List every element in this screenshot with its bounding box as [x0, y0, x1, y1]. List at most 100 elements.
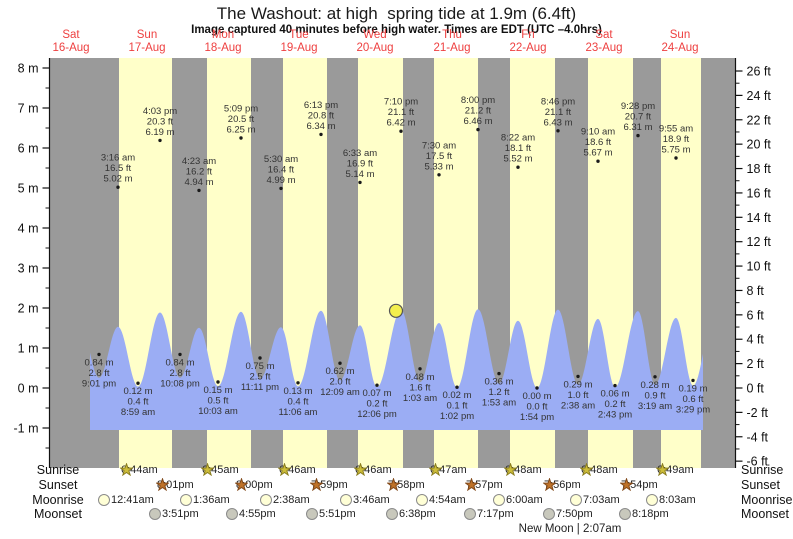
- high-tide-annotation: 8:00 pm 21.2 ft 6.46 m: [461, 95, 495, 132]
- moonset-circle-icon: [226, 508, 238, 520]
- right-axis-label: 16 ft: [747, 186, 772, 200]
- sunrise-star-icon: [504, 463, 517, 476]
- tide-annotation-text: 9:28 pm 20.7 ft 6.31 m: [621, 101, 655, 133]
- day-label: Fri 22-Aug: [509, 29, 546, 55]
- astro-event-time: 6:48am: [505, 464, 542, 476]
- tide-point-dot: [455, 385, 459, 389]
- high-tide-annotation: 9:55 am 18.9 ft 5.75 m: [659, 124, 693, 160]
- right-axis-label: 2 ft: [747, 357, 765, 371]
- day-date: 23-Aug: [585, 42, 623, 54]
- right-axis-label: 26 ft: [747, 65, 772, 79]
- tide-point-dot: [158, 138, 162, 143]
- astro-event-time: 4:55pm: [239, 508, 276, 520]
- tide-annotation-text: 0.06 m 0.2 ft 2:43 pm: [598, 389, 632, 421]
- tide-annotation-text: 0.62 m 2.0 ft 12:09 am: [320, 366, 360, 398]
- tide-annotation-text: 6:33 am 16.9 ft 5.14 m: [343, 148, 377, 180]
- astro-event-time: 6:46am: [355, 464, 392, 476]
- sunset-event: 7:57pm: [465, 478, 503, 492]
- astro-event-time: 2:38am: [273, 494, 310, 506]
- moonrise-circle-icon: [416, 494, 428, 506]
- right-axis-label: -4 ft: [747, 430, 769, 444]
- tide-annotation-text: 9:10 am 18.6 ft 5.67 m: [581, 127, 615, 159]
- sunset-star-icon: [465, 478, 478, 491]
- sunrise-star-icon: [201, 463, 214, 476]
- moonset-circle-icon: [306, 508, 318, 520]
- right-axis-label: 10 ft: [747, 260, 772, 274]
- day-weekday: Sat: [595, 29, 613, 41]
- left-axis-label: -1 m: [14, 422, 39, 436]
- left-axis-label: 5 m: [18, 182, 39, 196]
- low-tide-annotation: 0.00 m 0.0 ft 1:54 pm: [520, 386, 554, 423]
- left-axis-label: 3 m: [18, 262, 39, 276]
- moonrise-circle-icon: [98, 494, 110, 506]
- tide-point-dot: [535, 386, 539, 390]
- day-label: Sun 17-Aug: [128, 29, 165, 55]
- low-tide-annotation: 0.15 m 0.5 ft 10:03 am: [198, 380, 238, 417]
- sunset-event: 7:59pm: [310, 478, 348, 492]
- right-axis-label: 22 ft: [747, 113, 772, 127]
- low-tide-annotation: 0.02 m 0.1 ft 1:02 pm: [440, 385, 474, 422]
- tide-point-dot: [258, 356, 262, 360]
- left-axis: -1 m 0 m 1 m 2 m 3 m 4 m 5 m 6 m 7 m 8 m: [14, 62, 50, 449]
- day-weekday: Tue: [289, 29, 309, 41]
- astro-row-label-left: Sunset: [38, 478, 78, 492]
- astro-event-time: 4:54am: [429, 494, 466, 506]
- low-tide-annotation: 0.12 m 0.4 ft 8:59 am: [121, 381, 155, 418]
- sunrise-event: 6:48am: [504, 463, 542, 477]
- moonset-event: 7:17pm: [464, 507, 514, 521]
- astro-event-time: 7:56pm: [544, 479, 581, 491]
- sunset-star-icon: [620, 478, 633, 491]
- left-axis-label: 2 m: [18, 302, 39, 316]
- high-tide-annotation: 8:46 pm 21.1 ft 6.43 m: [541, 96, 575, 133]
- moonset-circle-icon: [149, 508, 161, 520]
- astro-event-time: 6:46am: [279, 464, 316, 476]
- high-tide-annotation: 9:28 pm 20.7 ft 6.31 m: [621, 101, 655, 138]
- moonset-circle-icon: [543, 508, 555, 520]
- tide-point-dot: [516, 165, 520, 169]
- sunrise-star-icon: [429, 463, 442, 476]
- tide-annotation-text: 0.48 m 1.6 ft 1:03 am: [403, 372, 437, 404]
- low-tide-annotation: 0.29 m 1.0 ft 2:38 am: [561, 374, 595, 411]
- moonrise-event: 1:36am: [180, 493, 230, 507]
- right-axis-label: 20 ft: [747, 138, 772, 152]
- sunrise-star-icon: [120, 463, 133, 476]
- tide-point-dot: [178, 352, 182, 357]
- right-axis-label: 14 ft: [747, 211, 772, 225]
- tide-annotation-text: 0.12 m 0.4 ft 8:59 am: [121, 386, 155, 418]
- page-subtitle: Image captured 40 minutes before high wa…: [191, 24, 602, 36]
- left-axis-label: 6 m: [18, 142, 39, 156]
- tide-annotation-text: 0.15 m 0.5 ft 10:03 am: [198, 385, 238, 417]
- day-date: 16-Aug: [52, 42, 90, 54]
- tide-annotation-text: 5:30 am 16.4 ft 4.99 m: [264, 154, 298, 186]
- moonrise-event: 4:54am: [416, 493, 466, 507]
- astro-row-label-right: Sunset: [741, 478, 780, 492]
- tide-annotation-text: 5:09 pm 20.5 ft 6.25 m: [224, 104, 258, 136]
- tide-point-dot: [239, 136, 243, 140]
- tide-annotation-text: 0.75 m 2.5 ft 11:11 pm: [241, 361, 279, 393]
- tide-point-dot: [674, 156, 678, 160]
- moonrise-circle-icon: [340, 494, 352, 506]
- astro-event-time: 8:00pm: [236, 479, 273, 491]
- astro-row-label-left: Moonrise: [32, 493, 84, 507]
- tide-annotation-text: 9:55 am 18.9 ft 5.75 m: [659, 124, 693, 156]
- sunrise-event: 6:47am: [429, 463, 467, 477]
- tide-annotation-text: 0.13 m 0.4 ft 11:06 am: [279, 386, 318, 418]
- right-axis-label: 4 ft: [747, 333, 765, 347]
- right-axis-label: 8 ft: [747, 284, 765, 298]
- right-axis-label: -6 ft: [747, 455, 769, 469]
- moonrise-circle-icon: [260, 494, 272, 506]
- day-weekday: Fri: [521, 29, 535, 41]
- astro-row-label-right: Sunrise: [741, 463, 784, 477]
- tide-point-dot: [279, 186, 283, 191]
- moonset-event: 5:51pm: [306, 507, 356, 521]
- astro-event-time: 7:03am: [583, 494, 620, 506]
- high-tide-annotation: 6:13 pm 20.8 ft 6.34 m: [304, 100, 338, 137]
- tide-annotation-text: 0.28 m 0.9 ft 3:19 am: [638, 380, 672, 412]
- day-date: 20-Aug: [356, 42, 394, 54]
- tide-point-dot: [399, 129, 403, 133]
- moonrise-event: 12:41am: [98, 493, 154, 507]
- moon-phase-note: New Moon | 2:07am: [518, 523, 622, 535]
- astro-event-time: 7:17pm: [477, 508, 514, 520]
- high-tide-annotation: 4:03 pm 20.3 ft 6.19 m: [143, 106, 177, 143]
